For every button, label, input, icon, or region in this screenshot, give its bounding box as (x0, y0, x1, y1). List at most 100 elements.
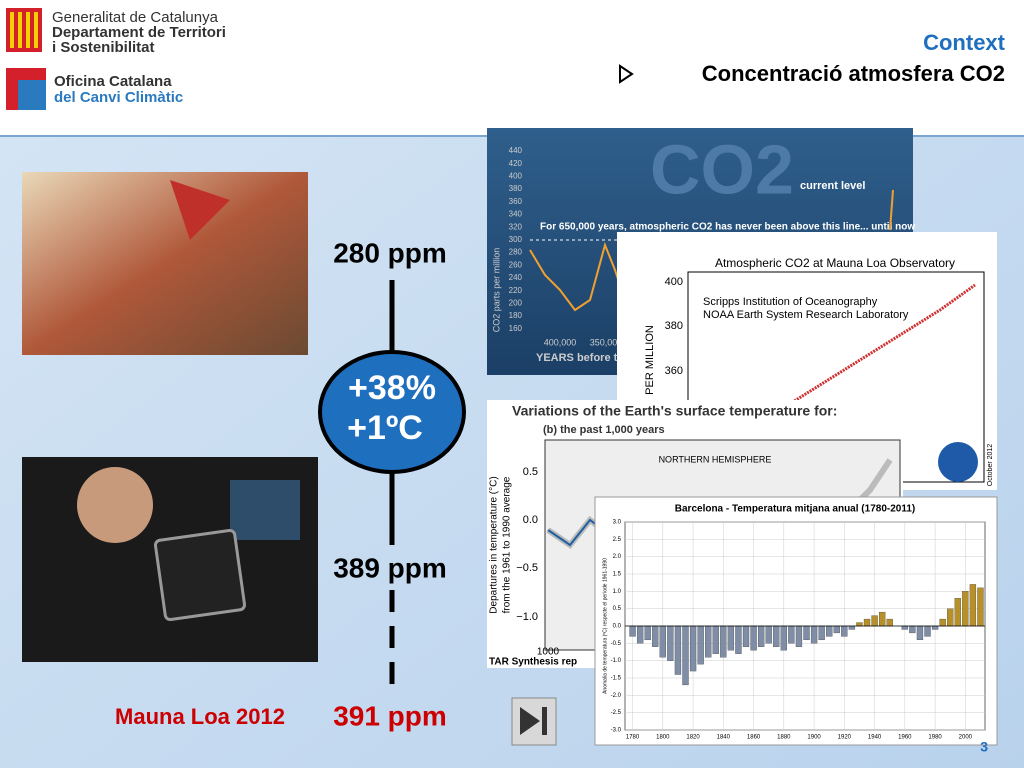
org-line: Generalitat de Catalunya (52, 9, 219, 26)
timeline-bottom: 391 ppm (333, 700, 447, 731)
photo-screen (230, 480, 300, 540)
timeline-middle: 389 ppm (333, 552, 447, 583)
co2-ytick: 420 (509, 159, 523, 168)
barcelona-xtick: 1780 (626, 735, 640, 741)
barcelona-title: Barcelona - Temperatura mitjana anual (1… (675, 504, 915, 515)
barcelona-bar (916, 625, 924, 641)
co2-ytick: 180 (509, 311, 523, 320)
barcelona-bar (863, 618, 871, 627)
temp-title: Variations of the Earth's surface temper… (512, 403, 837, 419)
barcelona-bar (697, 625, 704, 665)
barcelona-bar (735, 625, 742, 654)
barcelona-bar (689, 625, 697, 672)
co2-ytick: 260 (509, 260, 523, 269)
barcelona-bar (773, 625, 780, 647)
barcelona-bar (810, 625, 818, 644)
temp-ylabel: from the 1961 to 1990 average (502, 476, 513, 613)
barcelona-ytick: 2.5 (613, 537, 622, 543)
mauna-loa-source: NOAA Earth System Research Laboratory (703, 309, 909, 321)
barcelona-ytick: -0.5 (611, 641, 622, 647)
photo-flag (170, 180, 230, 240)
logo-stripes (10, 12, 38, 48)
barcelona-ytick: 0.5 (613, 606, 622, 612)
barcelona-bar (954, 598, 961, 627)
logo-occc-blue (18, 80, 46, 110)
mauna-loa-title: Atmospheric CO2 at Mauna Loa Observatory (715, 256, 955, 270)
barcelona-bar (795, 625, 803, 647)
header-band (0, 0, 1024, 136)
barcelona-ytick: 1.0 (613, 589, 622, 595)
barcelona-bar (765, 625, 772, 644)
temp-ytick: −1.0 (516, 611, 538, 623)
barcelona-xtick: 1840 (717, 735, 731, 741)
barcelona-bar (871, 615, 878, 627)
barcelona-bar (969, 584, 977, 627)
barcelona-bar (674, 625, 682, 675)
barcelona-xtick: 1860 (747, 735, 761, 741)
barcelona-bar (727, 625, 735, 651)
temp-subtitle: (b) the past 1,000 years (543, 424, 665, 436)
barcelona-bar (644, 625, 651, 641)
barcelona-bar (682, 625, 689, 686)
temp-xtick: 1000 (537, 647, 560, 658)
barcelona-bar (705, 625, 712, 658)
co2-spike (889, 189, 894, 231)
barcelona-bar (962, 591, 969, 627)
barcelona-bar (780, 625, 787, 651)
co2-yticks: 440 420 400 380 360 340 320 300 280 260 240 220 200 1… (509, 146, 523, 333)
co2-ytick: 340 (509, 210, 523, 219)
barcelona-bar (901, 625, 908, 630)
barcelona-bar (629, 625, 636, 637)
barcelona-xtick: 1800 (656, 735, 670, 741)
barcelona-xtick: 1940 (868, 735, 882, 741)
co2-xtick: 350,000 (590, 337, 623, 347)
temp-ytick: 0.5 (523, 466, 538, 478)
co2-ytick: 240 (509, 273, 523, 282)
barcelona-bar (742, 625, 750, 647)
section-title: Context (923, 30, 1006, 55)
barcelona-xtick: 1820 (686, 735, 700, 741)
barcelona-bar (667, 625, 674, 661)
timeline-top: 280 ppm (333, 237, 447, 268)
barcelona-xtick: 1960 (898, 735, 912, 741)
co2-ytick: 360 (509, 197, 523, 206)
mauna-loa-ytick: 360 (665, 365, 683, 377)
barcelona-bar (856, 622, 863, 627)
temp-footer: TAR Synthesis rep (489, 657, 577, 668)
co2-ytick: 440 (509, 146, 523, 155)
barcelona-panel (594, 496, 998, 746)
temp-ylabel: Departures in temperature (°C) (489, 476, 500, 613)
barcelona-ytick: 2.0 (613, 554, 622, 560)
barcelona-bar (924, 625, 931, 637)
bullet-text: Concentració atmosfera CO2 (702, 61, 1005, 86)
temp-ytick: 0.0 (523, 514, 538, 526)
barcelona-ytick: -1.0 (611, 658, 622, 664)
barcelona-bar (712, 625, 719, 654)
barcelona-bar (636, 625, 644, 644)
barcelona-bar (939, 618, 946, 627)
barcelona-ylabel: Anomalia de temperatura (ºC) respecte el… (602, 558, 608, 694)
photo-face (77, 467, 153, 543)
mauna-loa-ylabel: PER MILLION (644, 325, 656, 395)
change-text: +38% (348, 369, 436, 407)
co2-ytick: 400 (509, 172, 523, 181)
barcelona-ytick: -2.0 (611, 693, 622, 699)
barcelona-bar (750, 625, 757, 651)
barcelona-xtick: 1920 (838, 735, 852, 741)
barcelona-bar (659, 625, 666, 658)
co2-xlabel: YEARS before toda (536, 352, 638, 364)
barcelona-ytick: 1.5 (613, 572, 622, 578)
mauna-loa-source: Scripps Institution of Oceanography (703, 296, 878, 308)
photo-tablet (153, 528, 247, 622)
co2-note: For 650,000 years, atmospheric CO2 has n… (540, 222, 915, 233)
mauna-loa-date: October 2012 (987, 444, 994, 487)
barcelona-bar (909, 625, 916, 634)
barcelona-bar (720, 625, 727, 658)
barcelona-xtick: 1980 (928, 735, 942, 741)
barcelona-bar (757, 625, 765, 647)
barcelona-bar (947, 608, 954, 627)
co2-ytick: 160 (509, 324, 523, 333)
change-text: +1ºC (347, 409, 423, 447)
photo-painting (22, 172, 308, 355)
